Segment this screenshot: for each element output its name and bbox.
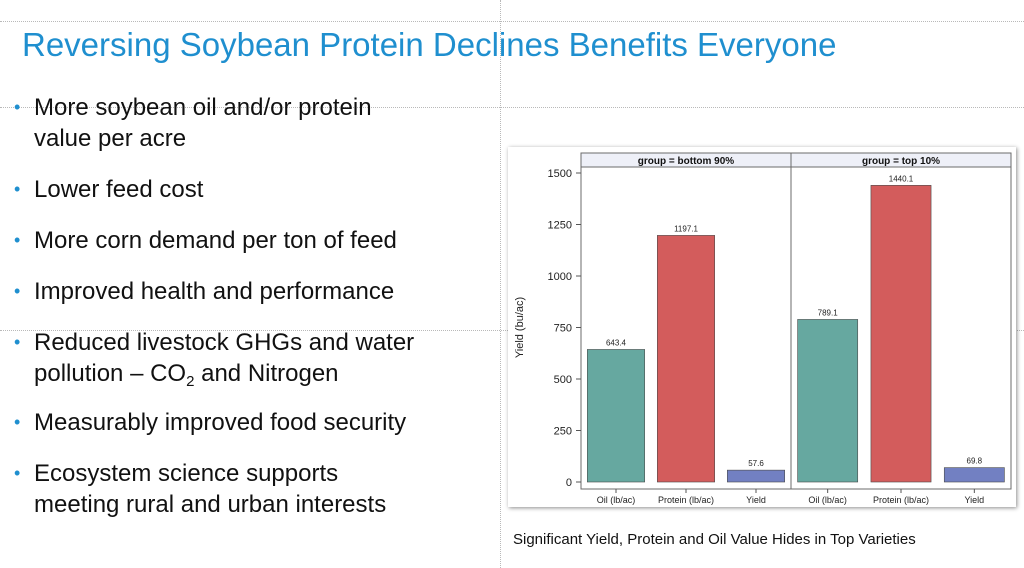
bullet-dot-icon: • <box>14 97 21 117</box>
y-tick-label: 1000 <box>548 271 572 283</box>
bullet-text: More soybean oil and/or protein <box>34 94 372 121</box>
bullet-dot-icon: • <box>14 412 21 432</box>
panel-label: group = top 10% <box>862 156 940 167</box>
bar <box>587 349 646 483</box>
guide-line <box>500 0 501 568</box>
data-label: 69.8 <box>967 457 983 466</box>
y-tick-label: 500 <box>554 374 572 386</box>
bar <box>797 319 859 483</box>
bullet-text: value per acre <box>34 125 187 152</box>
y-tick-label: 0 <box>566 477 572 489</box>
x-tick-label: Oil (lb/ac) <box>808 495 847 505</box>
y-tick-label: 750 <box>554 323 572 335</box>
bullet-item: • More soybean oil and/or protein value … <box>14 92 494 154</box>
bullet-dot-icon: • <box>14 281 21 301</box>
chart-container: group = bottom 90% group = top 10% 0 250 500… <box>508 147 1016 507</box>
bar <box>727 469 786 483</box>
y-tick-label: 250 <box>554 426 572 438</box>
bullet-dot-icon: • <box>14 179 21 199</box>
guide-line <box>0 21 1024 22</box>
bullet-item: • More corn demand per ton of feed <box>14 225 494 256</box>
x-tick-label: Yield <box>964 495 984 505</box>
bullet-dot-icon: • <box>14 332 21 352</box>
bullet-text: Lower feed cost <box>34 176 204 203</box>
slide-title: Reversing Soybean Protein Declines Benef… <box>22 26 837 63</box>
bullet-item: • Reduced livestock GHGs and water pollu… <box>14 327 494 389</box>
y-tick-label: 1500 <box>548 168 572 180</box>
subscript-text: 2 <box>186 373 195 390</box>
x-tick-label: Protein (lb/ac) <box>873 495 929 505</box>
x-tick-label: Yield <box>746 495 766 505</box>
y-axis-label: Yield (bu/ac) <box>514 297 526 358</box>
bullet-text: pollution – CO <box>34 360 187 387</box>
bullet-dot-icon: • <box>14 463 21 483</box>
bullet-text: Improved health and performance <box>34 278 395 305</box>
bullet-text: and Nitrogen <box>194 360 339 387</box>
bar <box>870 185 932 483</box>
bullet-text: Reduced livestock GHGs and water <box>34 329 415 356</box>
x-tick-label: Oil (lb/ac) <box>597 495 636 505</box>
x-tick-label: Protein (lb/ac) <box>658 495 714 505</box>
bullet-item: • Ecosystem science supports meeting rur… <box>14 458 494 520</box>
y-tick-label: 1250 <box>548 220 572 232</box>
panel-label: group = bottom 90% <box>638 156 735 167</box>
data-label: 789.1 <box>818 308 839 317</box>
data-label: 1440.1 <box>889 174 914 183</box>
bullet-item: • Lower feed cost <box>14 174 494 205</box>
data-label: 1197.1 <box>674 224 698 233</box>
bullet-dot-icon: • <box>14 230 21 250</box>
bar-chart: group = bottom 90% group = top 10% 0 250 500… <box>514 152 1012 505</box>
bullet-text: Measurably improved food security <box>34 409 407 436</box>
bullet-list: • More soybean oil and/or protein value … <box>14 92 494 540</box>
bullet-text: Ecosystem science supports <box>34 460 339 487</box>
data-label: 643.4 <box>606 338 627 347</box>
bullet-item: • Measurably improved food security <box>14 407 494 438</box>
bullet-item: • Improved health and performance <box>14 276 494 307</box>
data-label: 57.6 <box>748 459 764 468</box>
bar <box>657 235 716 483</box>
bullet-text: More corn demand per ton of feed <box>34 227 397 254</box>
bar <box>943 467 1005 483</box>
bullet-text: meeting rural and urban interests <box>34 491 387 518</box>
chart-caption: Significant Yield, Protein and Oil Value… <box>513 531 916 548</box>
